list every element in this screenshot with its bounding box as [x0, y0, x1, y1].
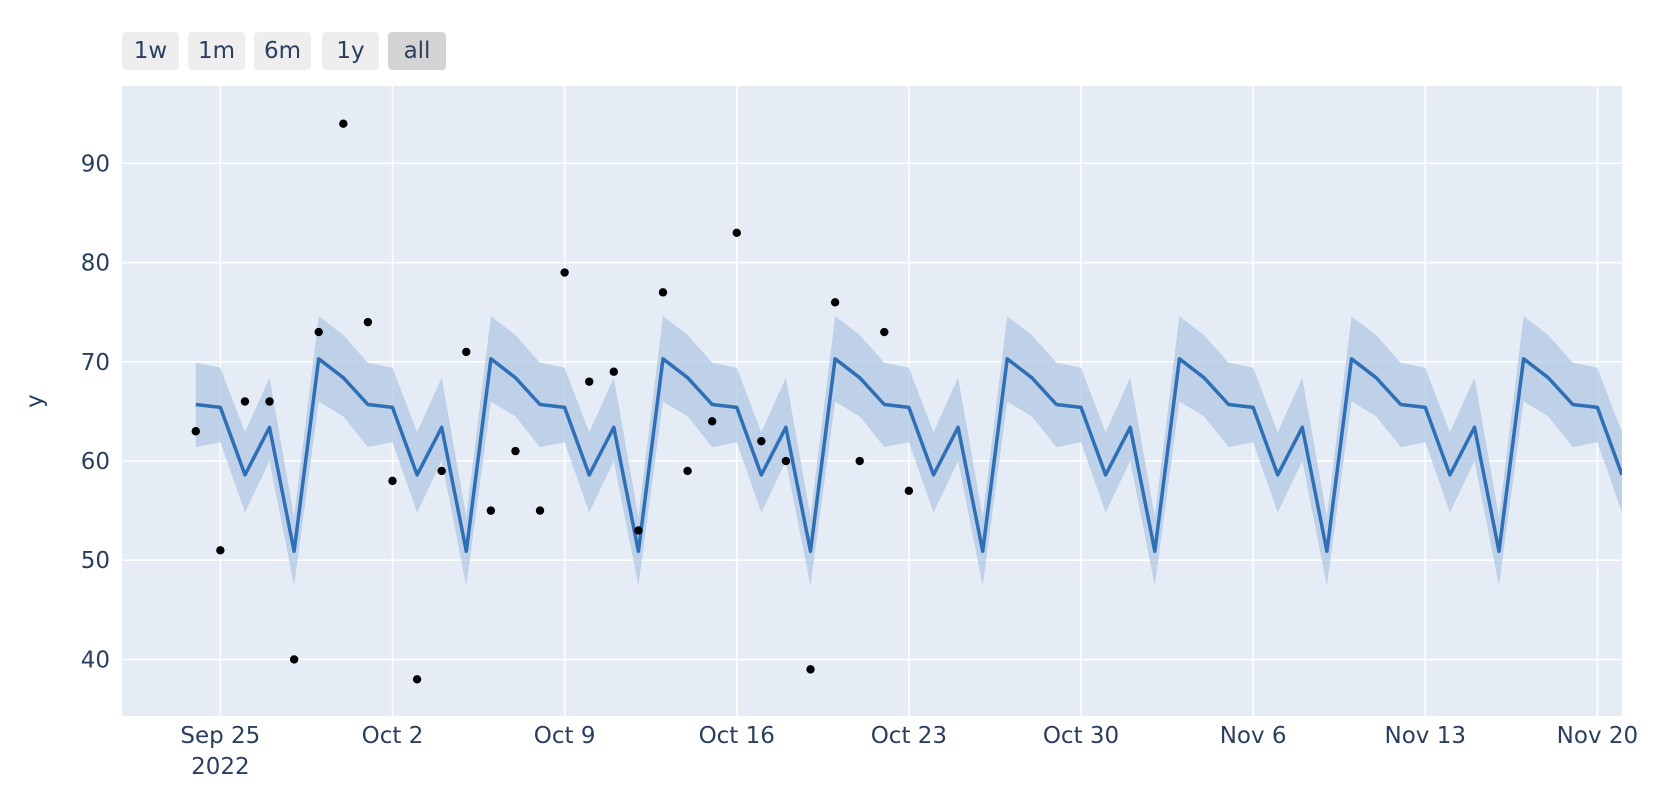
y-tick-label: 60	[81, 449, 110, 475]
x-tick-label: Oct 2	[362, 723, 424, 749]
actual-data-point	[216, 546, 225, 555]
forecast-line	[195, 357, 1622, 554]
x-tick-label: Nov 6	[1220, 723, 1287, 749]
actual-points	[191, 119, 914, 684]
actual-data-point	[314, 327, 323, 337]
actual-data-point	[560, 268, 569, 277]
actual-data-point	[363, 317, 373, 327]
actual-data-point	[535, 506, 545, 515]
uncertainty-band	[195, 316, 1622, 586]
y-tick-label: 70	[81, 350, 110, 376]
x-tick-label: Sep 25 2022	[180, 723, 260, 780]
x-tick-label: Oct 23	[871, 723, 947, 749]
actual-data-point	[830, 298, 840, 307]
range-button-1m[interactable]: 1m	[188, 32, 245, 70]
y-axis-tick-labels: 40 50 60 70 80 90	[81, 151, 110, 673]
actual-data-point	[240, 397, 250, 406]
actual-data-point	[757, 436, 766, 446]
y-tick-label: 50	[81, 548, 110, 574]
actual-data-point	[289, 655, 299, 664]
actual-data-point	[437, 466, 446, 476]
range-button-all[interactable]: all	[388, 32, 446, 70]
actual-data-point	[658, 288, 668, 297]
range-button-1y[interactable]: 1y	[322, 32, 379, 70]
actual-data-point	[486, 506, 496, 515]
x-tick-label: Oct 30	[1043, 723, 1119, 749]
x-axis-tick-labels: Sep 25 2022 Oct 2 Oct 9 Oct 16 Oct 23 Oct 30 No…	[180, 723, 1638, 780]
x-tick-label: Nov 13	[1385, 723, 1466, 749]
actual-data-point	[511, 446, 520, 456]
y-tick-label: 40	[81, 647, 110, 673]
actual-data-point	[191, 427, 200, 436]
actual-data-point	[462, 347, 471, 357]
y-tick-label: 90	[81, 151, 110, 177]
x-tick-label: Oct 16	[699, 723, 775, 749]
x-tick-label: Nov 20	[1557, 723, 1638, 749]
actual-data-point	[683, 466, 692, 476]
actual-data-point	[880, 327, 889, 337]
actual-data-point	[634, 526, 643, 535]
actual-data-point	[781, 456, 791, 466]
range-button-6m[interactable]: 6m	[254, 32, 311, 70]
actual-data-point	[339, 119, 348, 128]
y-tick-label: 80	[81, 251, 110, 277]
range-button-1w[interactable]: 1w	[122, 32, 179, 70]
actual-data-point	[585, 377, 594, 386]
confidence-band	[195, 316, 1622, 586]
actual-data-point	[732, 228, 741, 238]
actual-data-point	[904, 486, 914, 495]
actual-data-point	[412, 675, 422, 684]
actual-data-point	[707, 417, 717, 426]
forecast-series-line	[195, 357, 1622, 554]
actual-data-point	[265, 397, 274, 406]
actual-data-point	[855, 456, 864, 466]
actual-data-point	[806, 665, 815, 674]
actual-data-point	[388, 476, 397, 486]
actual-data-point	[609, 367, 619, 376]
x-tick-label: Oct 9	[534, 723, 596, 749]
y-axis-title: y	[22, 394, 48, 408]
